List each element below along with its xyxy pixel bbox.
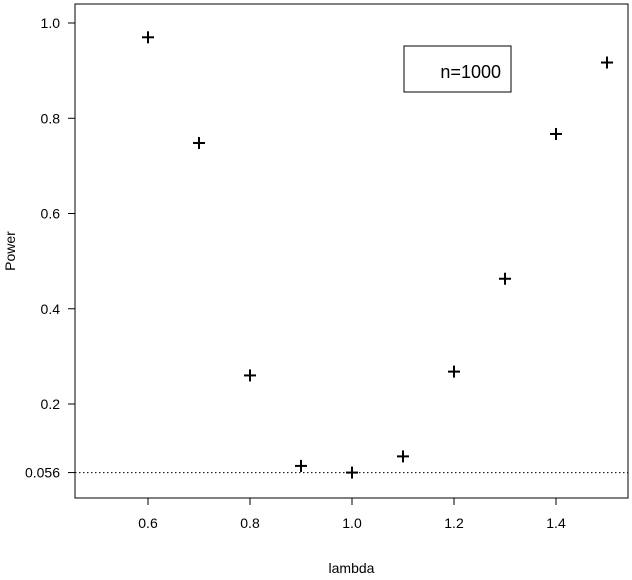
data-point bbox=[397, 450, 409, 463]
x-tick-label: 1.2 bbox=[444, 515, 464, 531]
legend-text: n=1000 bbox=[440, 62, 501, 82]
y-tick-label: 0.6 bbox=[41, 206, 61, 222]
data-point bbox=[244, 369, 256, 382]
x-tick-label: 1.0 bbox=[342, 515, 362, 531]
legend-box bbox=[403, 45, 512, 93]
x-tick-label: 1.4 bbox=[546, 515, 566, 531]
y-axis-label: Power bbox=[2, 231, 18, 271]
data-point bbox=[193, 137, 205, 150]
y-tick-label: 0.8 bbox=[41, 110, 61, 126]
data-point bbox=[601, 56, 613, 69]
x-tick-label: 0.6 bbox=[138, 515, 158, 531]
y-tick-label: 1.0 bbox=[41, 15, 61, 31]
data-point bbox=[448, 365, 460, 378]
data-point bbox=[550, 127, 562, 140]
y-tick-label: 0.4 bbox=[41, 301, 61, 317]
data-point bbox=[295, 459, 307, 472]
x-tick-label: 0.8 bbox=[240, 515, 260, 531]
data-point bbox=[499, 272, 511, 285]
x-axis-label: lambda bbox=[329, 560, 375, 576]
data-point bbox=[346, 466, 358, 479]
y-tick-label: 0.2 bbox=[41, 396, 61, 412]
plot-frame bbox=[74, 3, 629, 499]
y-tick-label: 0.056 bbox=[25, 465, 60, 481]
data-point bbox=[142, 31, 154, 44]
